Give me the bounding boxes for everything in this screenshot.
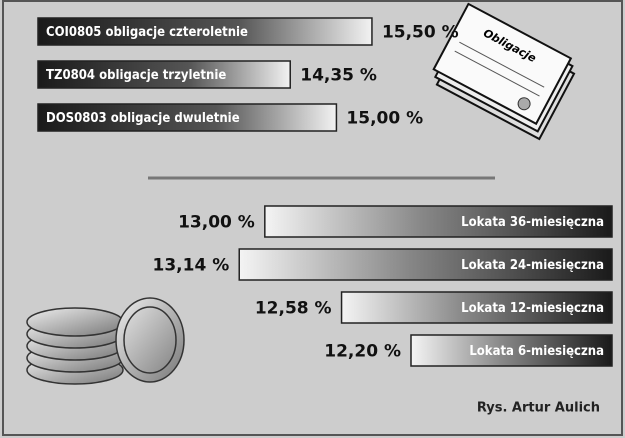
value-label: 14,35 %	[300, 66, 377, 86]
category-label: TZ0804 obligacje trzyletnie	[46, 68, 226, 83]
category-label: Lokata 36-miesięczna	[461, 215, 604, 230]
chart: Obligacje Rys. Artur Aulich COI0805 obli…	[0, 0, 625, 438]
category-label: COI0805 obligacje czteroletnie	[46, 25, 248, 40]
value-label: 12,58 %	[255, 299, 332, 319]
coins-illustration	[27, 298, 184, 384]
credit: Rys. Artur Aulich	[477, 401, 600, 416]
category-label: Lokata 12-miesięczna	[461, 301, 604, 316]
value-label: 13,00 %	[178, 213, 255, 233]
value-label: 13,14 %	[153, 256, 230, 276]
value-label: 15,00 %	[346, 109, 423, 129]
category-label: Lokata 24-miesięczna	[461, 258, 604, 273]
category-label: DOS0803 obligacje dwuletnie	[46, 111, 240, 126]
category-label: Lokata 6-miesięczna	[469, 344, 604, 359]
value-label: 15,50 %	[382, 23, 459, 43]
value-label: 12,20 %	[324, 342, 401, 362]
